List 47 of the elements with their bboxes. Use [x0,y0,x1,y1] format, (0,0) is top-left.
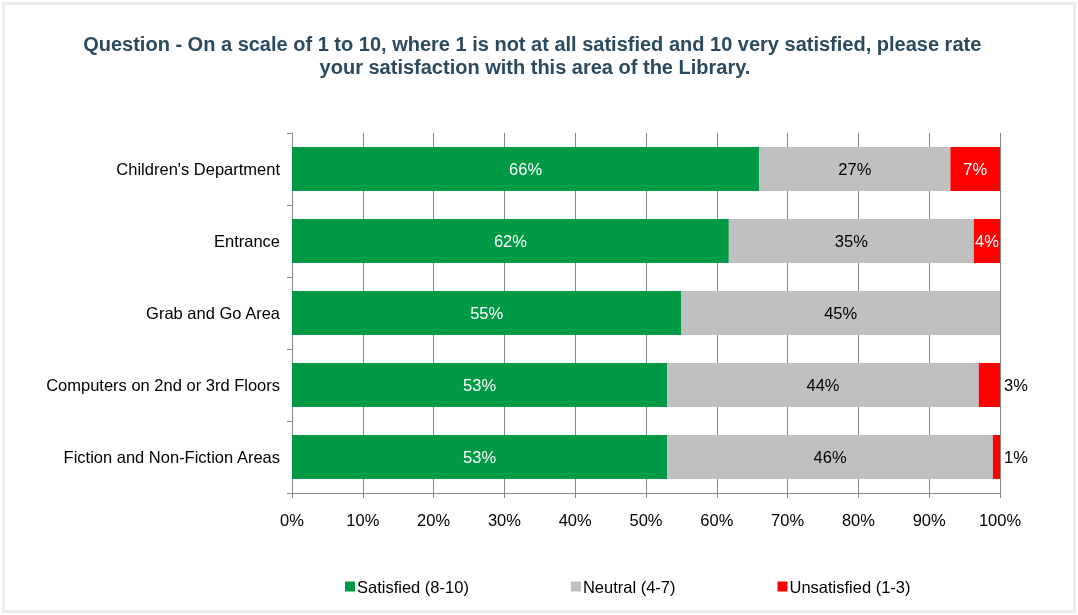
x-tick-label: 60% [700,510,734,529]
x-tick-label: 20% [417,510,451,529]
data-label: 4% [974,232,1000,250]
y-tick-label: Entrance [213,232,280,250]
x-tick-label: 0% [280,510,305,529]
x-tick-label: 70% [771,510,805,529]
y-tick-label: Grab and Go Area [146,304,281,322]
x-tick-label: 80% [841,510,876,529]
bar [759,147,951,191]
bar [978,363,1000,407]
bar [292,219,729,263]
data-label: 35% [834,232,869,250]
legend-label: Unsatisfied (1-3) [789,577,911,596]
x-tick-label: 40% [558,510,593,529]
bar [992,435,1000,479]
data-label: 53% [463,448,497,466]
legend-label: Neutral (4-7) [582,577,676,596]
y-tick-label: Children's Department [116,160,281,178]
legend-label: Satisfied (8-10) [357,577,469,596]
data-label: 46% [813,448,847,466]
data-label: 1% [1004,448,1029,466]
bar [681,291,1000,335]
data-label: 66% [509,160,543,178]
x-tick-label: 100% [978,510,1022,529]
x-tick-label: 10% [346,510,380,529]
x-tick-label: 90% [912,510,947,529]
data-label: 27% [838,160,872,178]
y-tick-label: Computers on 2nd or 3rd Floors [46,376,280,394]
data-label: 62% [493,232,528,250]
data-label: 55% [470,304,504,322]
x-tick-label: 50% [629,510,663,529]
bar [292,291,682,335]
bar [667,435,993,479]
data-label: 7% [963,160,988,178]
bar [728,219,974,263]
bar [292,147,760,191]
data-label: 3% [1004,376,1029,394]
data-label: 45% [824,304,858,322]
chart-title: Question - On a scale of 1 to 10, where 1 is not at all satisfied and 10 very satisfied, please rate your satisfaction with this area of the Library. [83,32,987,78]
x-tick-label: 30% [487,510,522,529]
y-tick-label: Fiction and Non-Fiction Areas [63,448,280,466]
data-label: 53% [463,376,497,394]
bar [950,147,1000,191]
bar [292,363,668,407]
bar [292,435,668,479]
bar [667,363,979,407]
data-label: 44% [806,376,840,394]
